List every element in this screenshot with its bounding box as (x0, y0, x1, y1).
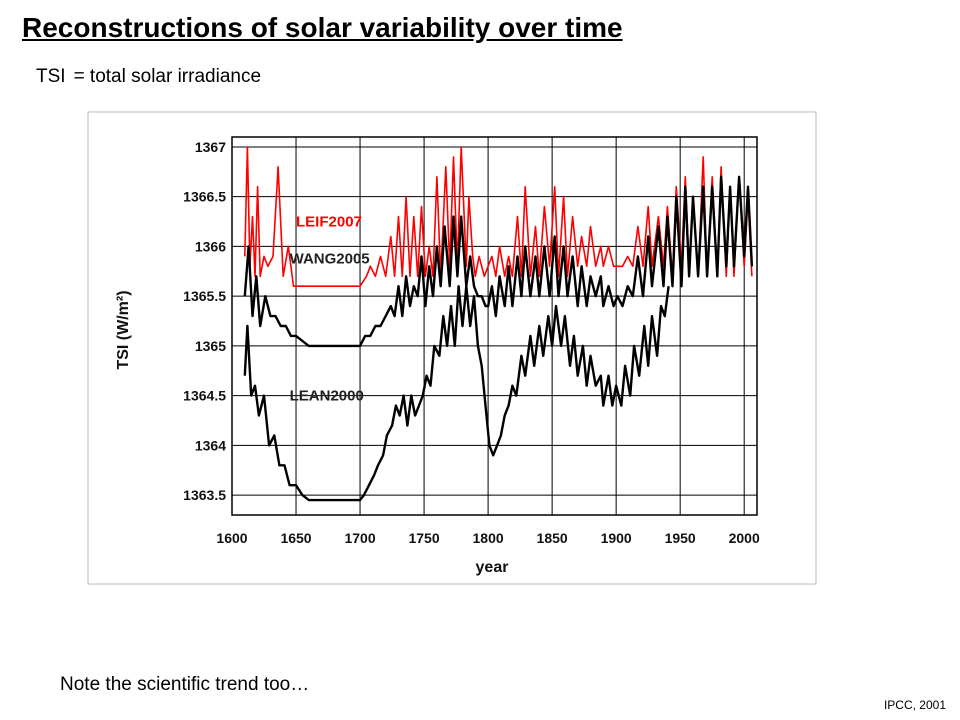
y-tick-label: 1365.5 (183, 288, 226, 304)
footnote-text: Note the scientific trend too… (60, 674, 310, 695)
plot-area-border (231, 136, 758, 516)
x-tick-label: 1950 (665, 530, 696, 546)
series-line-lean2000 (243, 285, 670, 502)
series-label-leif2007: LEIF2007 (296, 214, 362, 231)
series-line-wang2005 (243, 175, 754, 348)
slide-title: Reconstructions of solar variability ove… (22, 12, 623, 43)
chart-annotations: LEIF2007 WANG2005 LEAN2000 (290, 214, 370, 405)
source-credit: IPCC, 2001 (883, 698, 946, 712)
x-tick-label: 2000 (729, 530, 760, 546)
x-tick-label: 1600 (216, 530, 247, 546)
chart-series (243, 146, 754, 502)
x-tick-label: 1700 (344, 530, 375, 546)
y-tick-label: 1365 (195, 338, 226, 354)
subtitle: TSI = total solar irradiance (36, 66, 261, 88)
y-tick-label: 1366.5 (183, 189, 226, 205)
x-tick-label: 1650 (280, 530, 311, 546)
subtitle-definition: = total solar irradiance (73, 66, 262, 87)
y-tick-label: 1364.5 (183, 388, 226, 404)
chart-ticks: 1600 1650 1700 1750 1800 1850 1900 1950 2000 1363… (183, 139, 760, 546)
x-tick-label: 1800 (473, 530, 504, 546)
y-tick-label: 1363.5 (183, 487, 226, 503)
x-axis-label: year (476, 559, 509, 576)
x-tick-label: 1750 (408, 530, 439, 546)
x-tick-label: 1850 (537, 530, 568, 546)
x-tick-label: 1900 (601, 530, 632, 546)
subtitle-term: TSI (36, 66, 66, 87)
y-axis-label: TSI (W/m²) (115, 290, 132, 369)
y-tick-label: 1367 (195, 139, 226, 155)
series-label-lean2000: LEAN2000 (290, 388, 364, 405)
y-tick-label: 1366 (195, 238, 226, 254)
y-tick-label: 1364 (195, 437, 226, 453)
series-label-wang2005: WANG2005 (290, 250, 370, 267)
